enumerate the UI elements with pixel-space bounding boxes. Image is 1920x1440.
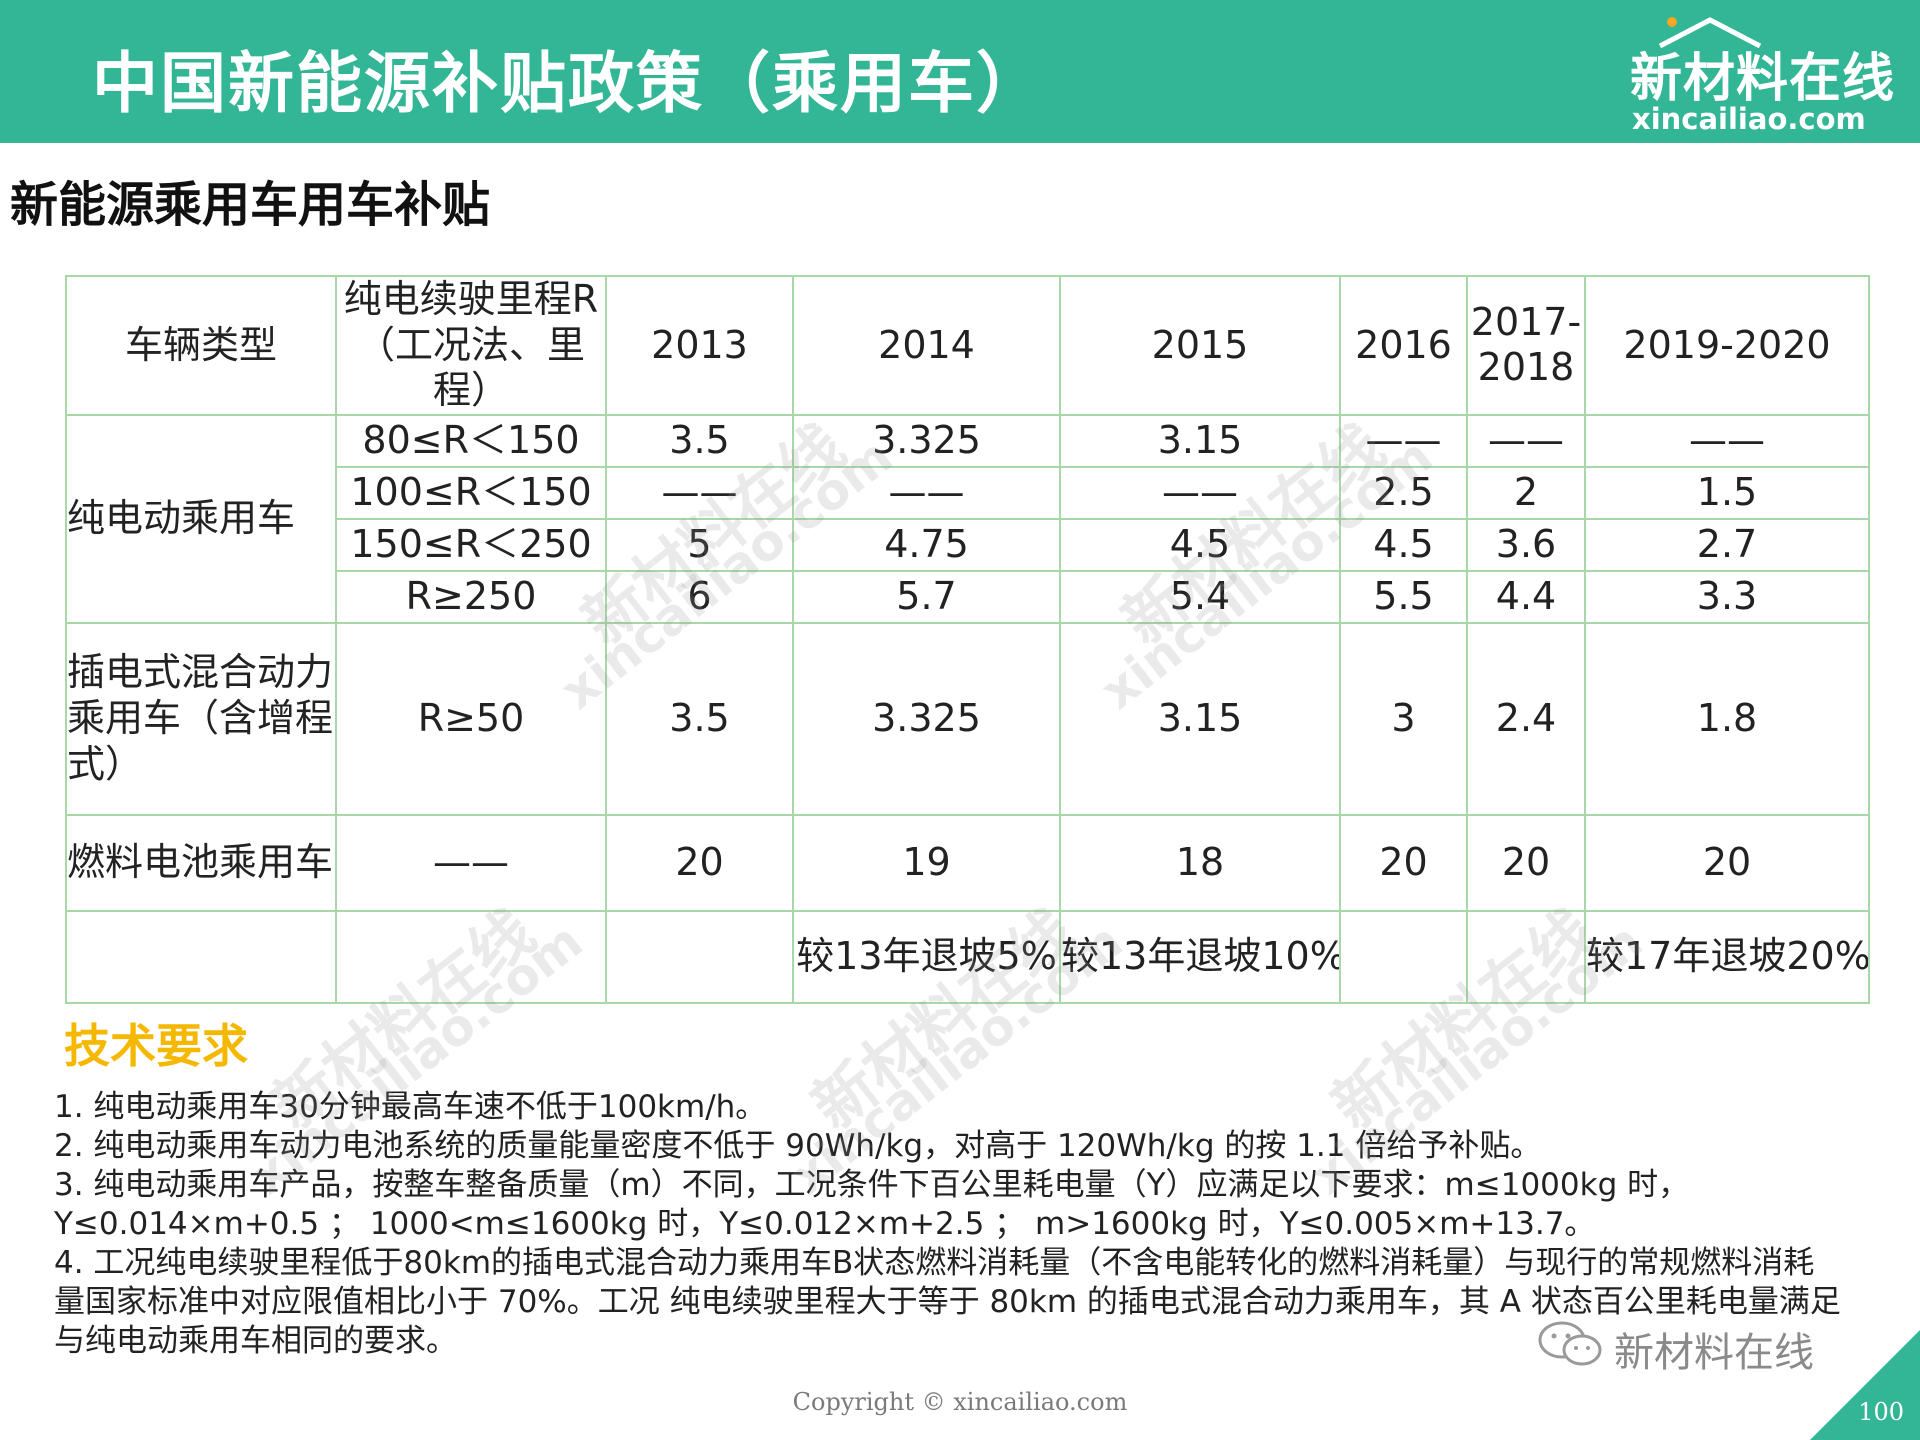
table-row: 纯电动乘用车 80≤R＜150 3.5 3.325 3.15 —— —— —— [65,413,1870,624]
header-cell: 2017-2018 [1466,275,1586,416]
empty-cell [1466,909,1586,1004]
list-item: 3. 纯电动乘用车产品，按整车整备质量（m）不同，工况条件下百公里耗电量（Y）应… [54,1167,1690,1242]
table-cell: 2 [1466,465,1586,520]
table-cell: —— [1466,413,1586,468]
header-cell: 纯电续驶里程R（工况法、里程） [335,275,607,416]
table-cell: 18 [1059,813,1341,912]
table-row: R≥250 6 5.7 5.4 5.5 4.4 3.3 [66,569,1870,624]
house-roof-icon [1658,17,1762,48]
range-cell: —— [335,813,607,912]
empty-cell [335,909,607,1004]
table-cell: 3 [1339,621,1468,816]
table-cell: 4.5 [1339,517,1468,572]
table-cell: —— [792,465,1061,520]
subsidy-table: 车辆类型 纯电续驶里程R（工况法、里程） 2013 2014 2015 2016… [65,275,1870,1004]
range-cell: 150≤R＜250 [335,517,607,572]
tech-requirements-title: 技术要求 [64,1019,248,1073]
list-item: 4. 工况纯电续驶里程低于80km的插电式混合动力乘用车B状态燃料消耗量（不含电… [54,1245,1841,1359]
category-cell: 燃料电池乘用车 [65,813,337,912]
table-cell: 3.5 [605,413,794,468]
header-cell: 车辆类型 [65,275,337,416]
category-cell: 纯电动乘用车 [65,413,337,624]
table-row: 100≤R＜150 —— —— —— 2.5 2 1.5 [66,465,1870,520]
table-cell: 5.7 [792,569,1061,624]
header-bar: 中国新能源补贴政策（乘用车） 新材料在线 xincailiao.com [0,0,1920,143]
note-cell-2014: 较13年退坡5% [792,909,1061,1004]
page-number: 100 [1858,1398,1904,1426]
table-cell: 3.3 [1584,569,1870,624]
table-cell: —— [1059,465,1341,520]
table-cell: 6 [605,569,794,624]
table-cell: 4.5 [1059,517,1341,572]
wechat-account-name: 新材料在线 [1614,1330,1814,1376]
table-cell: 3.325 [792,621,1061,816]
table-cell: 20 [1339,813,1468,912]
header-cell: 2015 [1059,275,1341,416]
table-cell: 20 [1584,813,1870,912]
table-cell: 3.6 [1466,517,1586,572]
range-cell: 80≤R＜150 [335,413,607,468]
table-cell: —— [605,465,794,520]
range-cell: R≥250 [335,569,607,624]
table-cell: —— [1584,413,1870,468]
table-cell: —— [1339,413,1468,468]
copyright-notice: Copyright © xincailiao.com [792,1388,1128,1416]
header-cell: 2014 [792,275,1061,416]
note-cell-2019: 较17年退坡20% [1584,909,1870,1004]
range-cell: 100≤R＜150 [335,465,607,520]
table-cell: 1.5 [1584,465,1870,520]
table-cell: 5.4 [1059,569,1341,624]
table-cell: 1.8 [1584,621,1870,816]
table-cell: 5.5 [1339,569,1468,624]
table-row-notes: 较13年退坡5% 较13年退坡10% 较17年退坡20% [65,909,1870,1004]
tech-requirements-list: 1. 纯电动乘用车30分钟最高车速不低于100km/h。 2. 纯电动乘用车动力… [54,1088,1844,1361]
header-cell: 2016 [1339,275,1468,416]
page-title: 中国新能源补贴政策（乘用车） [92,45,1044,122]
note-cell-2015: 较13年退坡10% [1059,909,1341,1004]
logo-text-en: xincailiao.com [1632,102,1866,136]
table-cell: 20 [605,813,794,912]
range-cell: R≥50 [335,621,607,816]
corner-decoration [1810,1330,1920,1440]
table-cell: 5 [605,517,794,572]
section-title: 新能源乘用车用车补贴 [10,177,491,233]
empty-cell [605,909,794,1004]
wechat-icon [1538,1321,1602,1366]
table-cell: 2.7 [1584,517,1870,572]
table-cell: 3.5 [605,621,794,816]
table-cell: 2.5 [1339,465,1468,520]
table-cell: 20 [1466,813,1586,912]
table-row: 150≤R＜250 5 4.75 4.5 4.5 3.6 2.7 [66,517,1870,572]
list-item: 1. 纯电动乘用车30分钟最高车速不低于100km/h。 [54,1089,767,1125]
table-header-row: 车辆类型 纯电续驶里程R（工况法、里程） 2013 2014 2015 2016… [65,275,1870,416]
header-cell: 2019-2020 [1584,275,1870,416]
table-cell: 3.15 [1059,621,1341,816]
table-cell: 3.325 [792,413,1061,468]
table-cell: 4.4 [1466,569,1586,624]
table-cell: 19 [792,813,1061,912]
empty-cell [65,909,337,1004]
empty-cell [1339,909,1468,1004]
list-item: 2. 纯电动乘用车动力电池系统的质量能量密度不低于 90Wh/kg，对高于 12… [54,1128,1542,1164]
table-cell: 4.75 [792,517,1061,572]
table-row: 插电式混合动力乘用车（含增程式） R≥50 3.5 3.325 3.15 3 2… [65,621,1870,816]
table-cell: 2.4 [1466,621,1586,816]
logo-text-cn: 新材料在线 [1630,49,1896,109]
table-cell: 3.15 [1059,413,1341,468]
category-cell: 插电式混合动力乘用车（含增程式） [65,621,337,816]
brand-logo: 新材料在线 xincailiao.com [1620,12,1894,137]
table-row: 燃料电池乘用车 —— 20 19 18 20 20 20 [65,813,1870,912]
header-cell: 2013 [605,275,794,416]
